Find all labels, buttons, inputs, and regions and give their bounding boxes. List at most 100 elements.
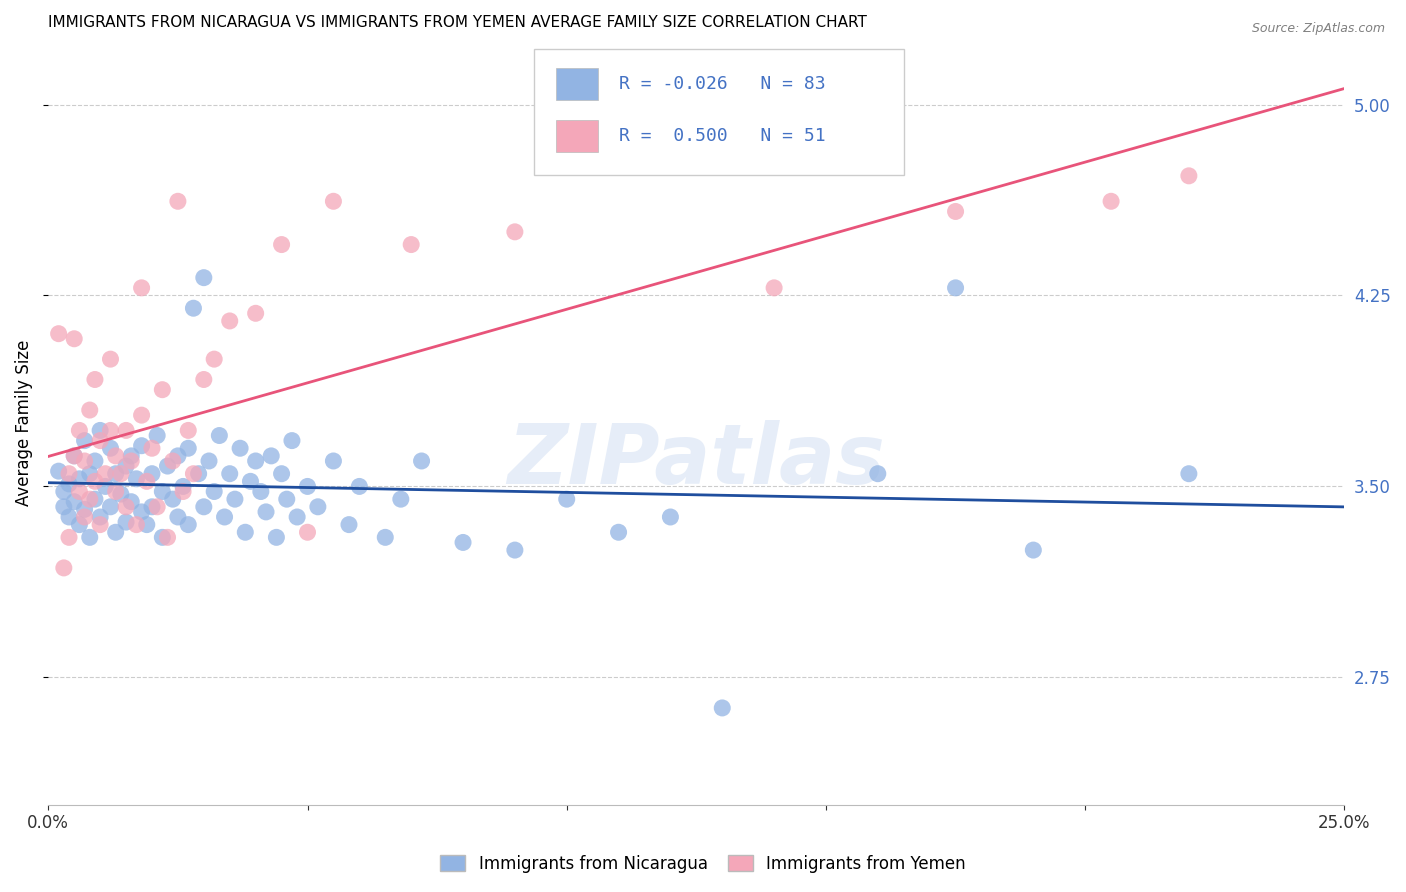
Point: [162, 492, 184, 507]
Point: [156, 458, 179, 473]
Point: [110, 467, 132, 481]
Point: [89, 434, 111, 448]
Point: [156, 530, 179, 544]
Point: [110, 487, 132, 501]
Point: [150, 484, 173, 499]
Point: [224, 492, 246, 507]
Y-axis label: Average Family Size: Average Family Size: [15, 340, 32, 506]
Legend: Immigrants from Nicaragua, Immigrants from Yemen: Immigrants from Nicaragua, Immigrants fr…: [433, 848, 973, 880]
Text: Source: ZipAtlas.com: Source: ZipAtlas.com: [1251, 22, 1385, 36]
Point: [52, 500, 75, 514]
Point: [79, 530, 101, 544]
Point: [104, 449, 127, 463]
Point: [1099, 194, 1122, 209]
Point: [322, 454, 344, 468]
Point: [94, 479, 117, 493]
Point: [177, 442, 200, 456]
Point: [63, 494, 86, 508]
Point: [52, 484, 75, 499]
Text: R =  0.500   N = 51: R = 0.500 N = 51: [619, 128, 825, 145]
Point: [120, 494, 142, 508]
Point: [67, 472, 90, 486]
Point: [115, 458, 138, 473]
Point: [89, 424, 111, 438]
Point: [202, 484, 225, 499]
Point: [120, 454, 142, 468]
Point: [245, 454, 267, 468]
Point: [150, 530, 173, 544]
Point: [198, 454, 221, 468]
Point: [187, 467, 209, 481]
Point: [58, 476, 80, 491]
Point: [135, 475, 157, 489]
Point: [281, 434, 304, 448]
Point: [58, 467, 80, 481]
Point: [270, 467, 292, 481]
Point: [162, 454, 184, 468]
Point: [48, 464, 70, 478]
Point: [89, 510, 111, 524]
Point: [141, 442, 163, 456]
Point: [100, 352, 122, 367]
Point: [79, 403, 101, 417]
Point: [79, 492, 101, 507]
Point: [214, 510, 236, 524]
Point: [115, 515, 138, 529]
Point: [183, 467, 205, 481]
Point: [239, 475, 262, 489]
Point: [297, 479, 319, 493]
Point: [58, 530, 80, 544]
Point: [52, 561, 75, 575]
Point: [233, 525, 256, 540]
Point: [67, 517, 90, 532]
FancyBboxPatch shape: [534, 48, 904, 175]
Point: [763, 281, 786, 295]
FancyBboxPatch shape: [557, 69, 598, 101]
Point: [79, 467, 101, 481]
Point: [58, 510, 80, 524]
Point: [125, 472, 148, 486]
Point: [84, 372, 107, 386]
Point: [229, 442, 252, 456]
Point: [84, 475, 107, 489]
Point: [218, 467, 240, 481]
FancyBboxPatch shape: [557, 120, 598, 153]
Point: [135, 517, 157, 532]
Point: [208, 428, 231, 442]
Point: [193, 500, 215, 514]
Point: [104, 525, 127, 540]
Point: [349, 479, 371, 493]
Point: [63, 332, 86, 346]
Point: [250, 484, 273, 499]
Point: [945, 281, 967, 295]
Point: [270, 237, 292, 252]
Point: [100, 442, 122, 456]
Point: [266, 530, 288, 544]
Point: [104, 467, 127, 481]
Point: [131, 281, 153, 295]
Point: [167, 510, 190, 524]
Point: [503, 225, 526, 239]
Point: [177, 424, 200, 438]
Point: [1178, 169, 1201, 183]
Point: [125, 517, 148, 532]
Point: [389, 492, 412, 507]
Point: [141, 500, 163, 514]
Point: [659, 510, 682, 524]
Point: [73, 454, 96, 468]
Point: [146, 428, 169, 442]
Point: [48, 326, 70, 341]
Point: [73, 502, 96, 516]
Point: [374, 530, 396, 544]
Point: [67, 424, 90, 438]
Point: [89, 517, 111, 532]
Point: [451, 535, 474, 549]
Point: [84, 492, 107, 507]
Point: [1178, 467, 1201, 481]
Point: [193, 372, 215, 386]
Point: [202, 352, 225, 367]
Point: [183, 301, 205, 316]
Text: ZIPatlas: ZIPatlas: [508, 420, 886, 501]
Point: [150, 383, 173, 397]
Point: [399, 237, 422, 252]
